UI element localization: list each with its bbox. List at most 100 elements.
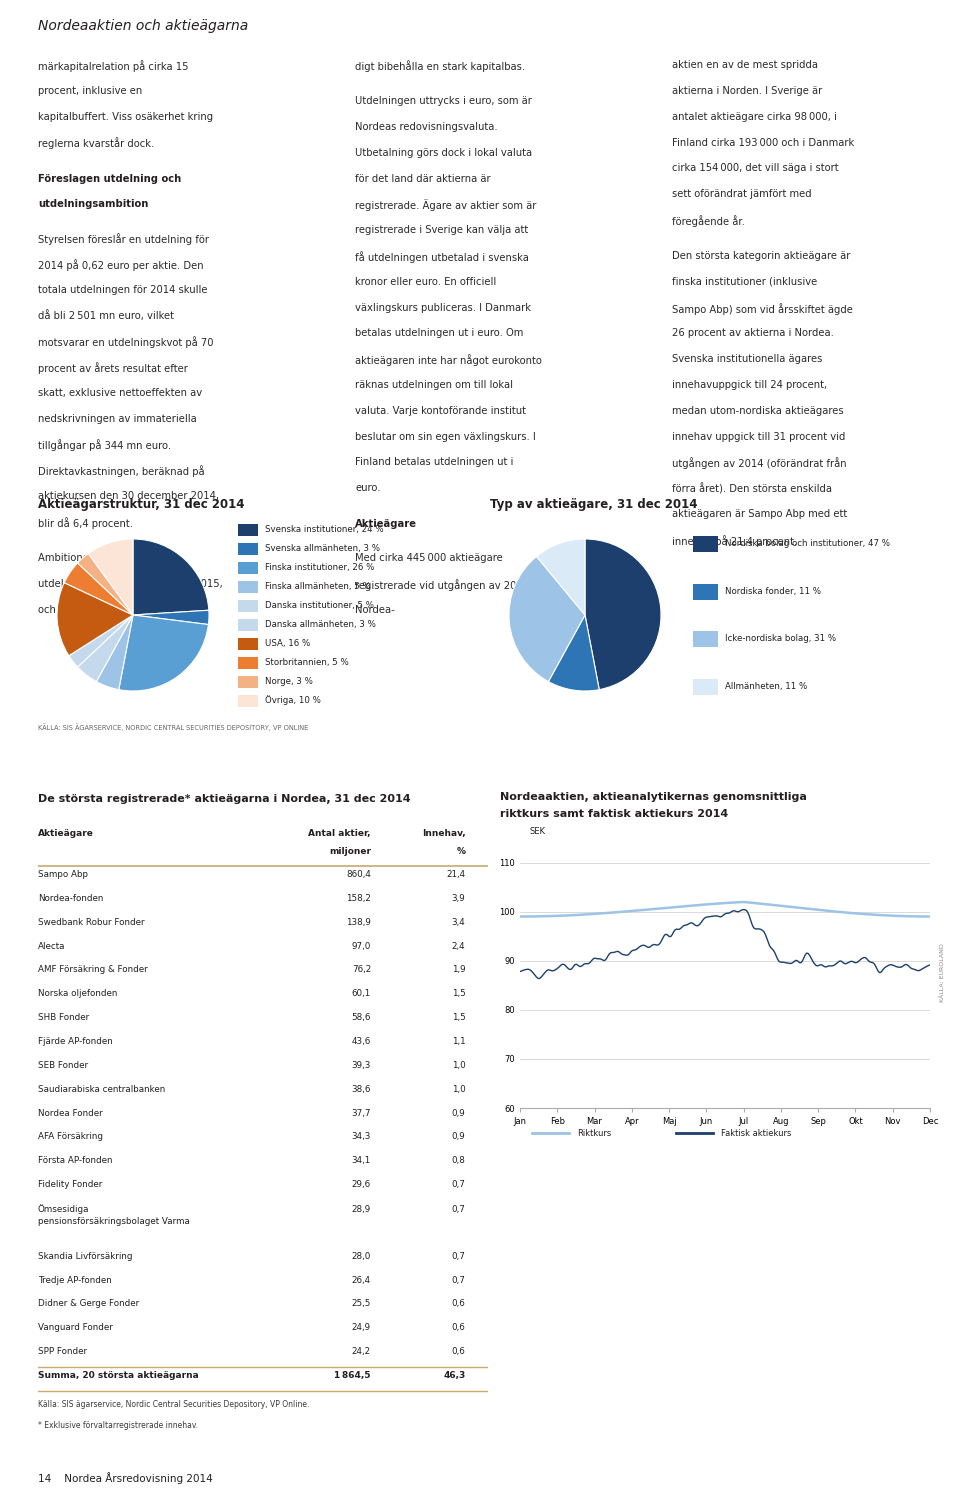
Text: nedskrivningen av immateriella: nedskrivningen av immateriella [38,414,197,423]
Text: pensionsförsäkringsbolaget Varma: pensionsförsäkringsbolaget Varma [38,1217,190,1226]
Text: 24,2: 24,2 [352,1348,371,1357]
Text: växlingskurs publiceras. I Danmark: växlingskurs publiceras. I Danmark [355,303,531,313]
Text: Sampo Abp: Sampo Abp [38,870,88,880]
Text: Norska oljefonden: Norska oljefonden [38,989,117,998]
Text: beslutar om sin egen växlingskurs. I: beslutar om sin egen växlingskurs. I [355,432,536,441]
Text: SPP Fonder: SPP Fonder [38,1348,87,1357]
Bar [238,619,257,631]
Text: Tredje AP-fonden: Tredje AP-fonden [38,1276,111,1285]
Text: 0,6: 0,6 [452,1300,466,1309]
Text: 1 864,5: 1 864,5 [334,1370,371,1379]
Text: 0,8: 0,8 [451,1157,466,1166]
Text: valuta. Varje kontoförande institut: valuta. Varje kontoförande institut [355,407,526,416]
Wedge shape [78,554,133,614]
Text: Styrelsen föreslår en utdelning för: Styrelsen föreslår en utdelning för [38,233,209,245]
Text: 46,3: 46,3 [444,1370,466,1379]
Bar [238,599,257,611]
Text: 21,4: 21,4 [446,870,466,880]
Text: totala utdelningen för 2014 skulle: totala utdelningen för 2014 skulle [38,285,207,295]
Text: Fidelity Fonder: Fidelity Fonder [38,1181,103,1190]
Text: förra året). Den största enskilda: förra året). Den största enskilda [672,483,832,494]
Text: 28,9: 28,9 [351,1205,371,1214]
Text: procent, inklusive en: procent, inklusive en [38,86,142,96]
Text: 1,9: 1,9 [452,965,466,974]
Text: Fjärde AP-fonden: Fjärde AP-fonden [38,1038,112,1047]
Text: Den största kategorin aktieägare är: Den största kategorin aktieägare är [672,252,851,261]
Text: sett oförändrat jämfört med: sett oförändrat jämfört med [672,190,811,199]
Text: Övriga, 10 %: Övriga, 10 % [265,696,321,705]
Wedge shape [96,614,133,690]
Text: räknas utdelningen om till lokal: räknas utdelningen om till lokal [355,380,513,390]
Text: antalet aktieägare cirka 98 000, i: antalet aktieägare cirka 98 000, i [672,111,837,122]
Text: Typ av aktieägare, 31 dec 2014: Typ av aktieägare, 31 dec 2014 [490,498,698,511]
Text: 3,4: 3,4 [452,917,466,926]
Text: 138,9: 138,9 [347,917,371,926]
Text: riktkurs samt faktisk aktiekurs 2014: riktkurs samt faktisk aktiekurs 2014 [500,809,729,819]
Text: aktierna i Norden. I Sverige är: aktierna i Norden. I Sverige är [672,86,823,96]
Bar [238,542,257,556]
Text: registrerade i Sverige kan välja att: registrerade i Sverige kan välja att [355,226,528,235]
Text: 1,0: 1,0 [452,1060,466,1069]
Wedge shape [133,610,209,625]
Text: SEK: SEK [530,827,546,836]
Text: innehavuppgick till 24 procent,: innehavuppgick till 24 procent, [672,380,828,390]
Bar [238,639,257,651]
Text: Summa, 20 största aktieägarna: Summa, 20 största aktieägarna [38,1370,199,1379]
Text: märkapitalrelation på cirka 15: märkapitalrelation på cirka 15 [38,60,188,72]
Text: %: % [457,848,466,857]
Text: reglerna kvarstår dock.: reglerna kvarstår dock. [38,137,155,149]
Text: Didner & Gerge Fonder: Didner & Gerge Fonder [38,1300,139,1309]
Text: 43,6: 43,6 [351,1038,371,1047]
Text: Icke-nordiska bolag, 31 %: Icke-nordiska bolag, 31 % [725,634,836,643]
Text: 29,6: 29,6 [352,1181,371,1190]
Text: motsvarar en utdelningskvot på 70: motsvarar en utdelningskvot på 70 [38,336,213,348]
Text: Riktkurs: Riktkurs [577,1128,612,1137]
Text: kronor eller euro. En officiell: kronor eller euro. En officiell [355,277,496,286]
Text: Sampo Abp) som vid årsskiftet ägde: Sampo Abp) som vid årsskiftet ägde [672,303,852,315]
Text: SEB Fonder: SEB Fonder [38,1060,88,1069]
Text: 97,0: 97,0 [351,941,371,950]
Text: 0,7: 0,7 [451,1181,466,1190]
Text: Swedbank Robur Fonder: Swedbank Robur Fonder [38,917,145,926]
Text: 1,0: 1,0 [452,1084,466,1093]
Text: Föreslagen utdelning och: Föreslagen utdelning och [38,173,181,184]
Text: Svenska allmänheten, 3 %: Svenska allmänheten, 3 % [265,544,380,553]
Bar [692,631,717,648]
Text: Källa: SIS ägarservice, Nordic Central Securities Depository, VP Online.: Källa: SIS ägarservice, Nordic Central S… [38,1399,309,1408]
Text: medan utom­nordiska aktieägares: medan utom­nordiska aktieägares [672,407,844,416]
Text: 26,4: 26,4 [352,1276,371,1285]
Text: Skandia Livförsäkring: Skandia Livförsäkring [38,1251,132,1261]
Text: Finland cirka 193 000 och i Danmark: Finland cirka 193 000 och i Danmark [672,137,854,148]
Wedge shape [548,614,599,691]
Text: 34,3: 34,3 [351,1133,371,1142]
Text: aktieägaren är Sampo Abp med ett: aktieägaren är Sampo Abp med ett [672,509,848,520]
Text: 0,9: 0,9 [452,1133,466,1142]
Wedge shape [585,539,661,690]
Text: registrerade. Ägare av aktier som är: registrerade. Ägare av aktier som är [355,199,537,211]
Text: få utdelningen utbetalad i svenska: få utdelningen utbetalad i svenska [355,252,529,264]
Text: miljoner: miljoner [329,848,371,857]
Text: Danska institutioner, 5 %: Danska institutioner, 5 % [265,601,373,610]
Text: 158,2: 158,2 [347,895,371,904]
Text: Allmänheten, 11 %: Allmänheten, 11 % [725,682,807,691]
Text: Nordea-fonden: Nordea-fonden [38,895,104,904]
Text: 2014 på 0,62 euro per aktie. Den: 2014 på 0,62 euro per aktie. Den [38,259,204,271]
Text: De största registrerade* aktieägarna i Nordea, 31 dec 2014: De största registrerade* aktieägarna i N… [38,794,411,804]
Text: föregående år.: föregående år. [672,215,745,227]
Bar [238,524,257,536]
Text: 0,7: 0,7 [451,1276,466,1285]
Text: Aktieägare: Aktieägare [355,520,417,530]
Text: Svenska institutionella ägares: Svenska institutionella ägares [672,354,823,364]
Text: Första AP-fonden: Första AP-fonden [38,1157,112,1166]
Text: betalas utdelningen ut i euro. Om: betalas utdelningen ut i euro. Om [355,328,523,339]
Text: Antal aktier,: Antal aktier, [308,830,371,839]
Text: Nordiska bolag och institutioner, 47 %: Nordiska bolag och institutioner, 47 % [725,539,890,548]
Text: 60,1: 60,1 [351,989,371,998]
Text: Danska allmänheten, 3 %: Danska allmänheten, 3 % [265,620,375,630]
Text: och samti-: och samti- [38,604,90,614]
Text: Alecta: Alecta [38,941,65,950]
Text: Direktavkastningen, beräknad på: Direktavkastningen, beräknad på [38,465,204,477]
Wedge shape [69,614,133,667]
Text: Ömsesidiga: Ömsesidiga [38,1203,89,1214]
Wedge shape [133,539,209,614]
